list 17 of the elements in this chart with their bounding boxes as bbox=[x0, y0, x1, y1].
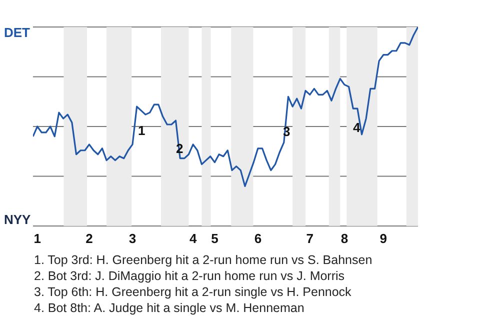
x-tick-label: 2 bbox=[86, 231, 93, 246]
x-tick-label: 5 bbox=[211, 231, 218, 246]
x-tick-label: 4 bbox=[189, 231, 198, 246]
x-tick-label: 1 bbox=[34, 231, 41, 246]
annotation: 4 bbox=[353, 120, 360, 135]
x-tick-label: 9 bbox=[380, 231, 388, 246]
annotation: 1 bbox=[138, 123, 146, 138]
x-tick-label: 8 bbox=[340, 231, 348, 246]
text: 4. Bot 8th: A. Judge hit a single vs M. Henneman bbox=[34, 300, 306, 316]
x-tick-label: 3 bbox=[128, 231, 136, 246]
text: 1. Top 3rd: H. Greenberg hit a 2-run home run vs S. Bahnsen bbox=[34, 252, 374, 268]
text: 2. Bot 3rd: J. DiMaggio hit a 2-run home run vs J. Morris bbox=[34, 268, 346, 284]
text: NYY bbox=[4, 212, 31, 227]
x-tick-label: 6 bbox=[254, 231, 262, 246]
text: DET bbox=[4, 25, 30, 40]
text: 3. Top 6th: H. Greenberg hit a 2-run single vs H. Pennock bbox=[34, 284, 352, 300]
x-tick-label: 7 bbox=[306, 231, 314, 246]
